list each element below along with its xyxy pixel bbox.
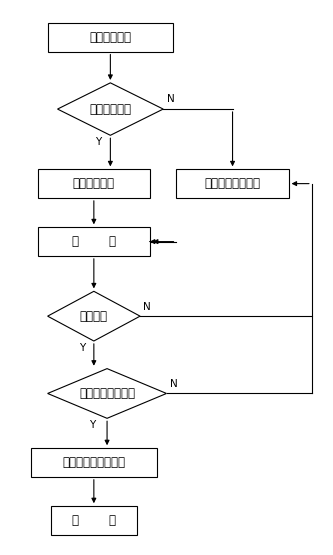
Text: 出        水: 出 水 xyxy=(72,514,116,527)
FancyBboxPatch shape xyxy=(176,169,289,198)
Text: 图象识别: 图象识别 xyxy=(80,310,108,322)
Text: N: N xyxy=(144,301,151,311)
Text: 投        加: 投 加 xyxy=(72,235,116,248)
Text: N: N xyxy=(166,94,174,104)
Text: 初始投加曲线: 初始投加曲线 xyxy=(73,177,115,190)
Text: 进水工艺参数: 进水工艺参数 xyxy=(89,31,131,44)
FancyBboxPatch shape xyxy=(48,23,173,52)
FancyBboxPatch shape xyxy=(31,448,157,477)
Text: Y: Y xyxy=(89,420,95,430)
Text: 记录并更新投加曲线: 记录并更新投加曲线 xyxy=(62,456,125,469)
Polygon shape xyxy=(48,369,166,418)
Text: 是否已有工况: 是否已有工况 xyxy=(89,103,131,115)
Text: N: N xyxy=(170,379,177,389)
FancyBboxPatch shape xyxy=(51,506,137,535)
FancyBboxPatch shape xyxy=(38,169,150,198)
Text: 更新工况投加曲线: 更新工况投加曲线 xyxy=(204,177,260,190)
Polygon shape xyxy=(48,291,140,341)
Text: 出水水质满足要求: 出水水质满足要求 xyxy=(79,387,135,400)
Text: Y: Y xyxy=(96,137,102,147)
Text: Y: Y xyxy=(79,343,85,353)
FancyBboxPatch shape xyxy=(38,227,150,256)
Polygon shape xyxy=(58,83,163,135)
